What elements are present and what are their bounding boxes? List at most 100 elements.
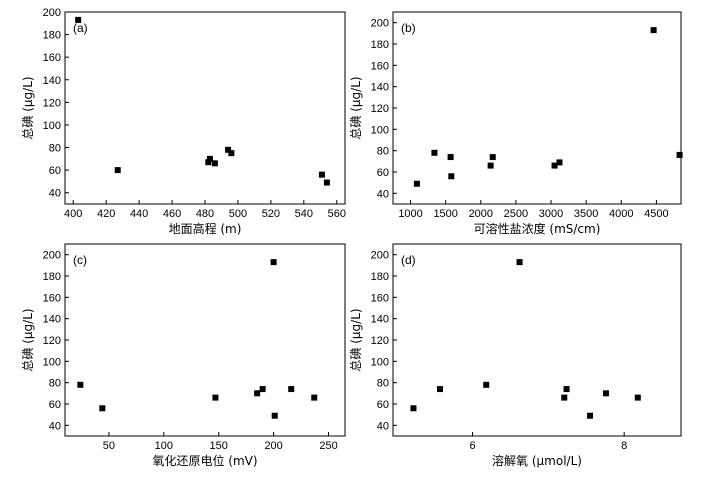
y-tick-label: 200 bbox=[43, 7, 61, 19]
x-tick-label: 400 bbox=[64, 208, 82, 220]
y-tick-label: 180 bbox=[43, 30, 61, 42]
data-point bbox=[99, 405, 106, 412]
x-tick-label: 4000 bbox=[609, 208, 633, 220]
data-point bbox=[212, 394, 219, 401]
y-tick-label: 200 bbox=[371, 18, 389, 30]
y-tick-label: 200 bbox=[43, 250, 61, 262]
data-point bbox=[483, 381, 490, 388]
y-tick-label: 40 bbox=[49, 188, 61, 200]
panel-label: (d) bbox=[401, 253, 416, 267]
y-axis-label: 总碘 (μg/L) bbox=[349, 308, 363, 371]
data-point bbox=[75, 16, 82, 23]
y-tick-label: 60 bbox=[377, 399, 389, 411]
plot-frame bbox=[392, 243, 682, 437]
data-point bbox=[447, 154, 454, 161]
data-point bbox=[410, 405, 417, 412]
y-tick-label: 60 bbox=[49, 399, 61, 411]
x-tick-label: 560 bbox=[328, 208, 346, 220]
y-tick-label: 200 bbox=[371, 250, 389, 262]
data-point bbox=[114, 167, 121, 174]
data-point bbox=[259, 386, 266, 393]
x-tick-label: 420 bbox=[97, 208, 115, 220]
data-point bbox=[556, 159, 563, 166]
data-point bbox=[205, 159, 212, 166]
plot-frame bbox=[64, 11, 346, 205]
y-tick-label: 160 bbox=[43, 52, 61, 64]
y-tick-label: 100 bbox=[371, 124, 389, 136]
data-point bbox=[489, 154, 496, 161]
x-tick-label: 4500 bbox=[644, 208, 668, 220]
x-tick-label: 1500 bbox=[433, 208, 457, 220]
data-point bbox=[228, 150, 235, 157]
x-tick-label: 460 bbox=[163, 208, 181, 220]
y-axis-label: 总碘 (μg/L) bbox=[21, 76, 35, 139]
x-tick-label: 50 bbox=[103, 440, 115, 452]
y-axis-label: 总碘 (μg/L) bbox=[21, 308, 35, 371]
data-point bbox=[413, 180, 420, 187]
y-tick-label: 40 bbox=[377, 188, 389, 200]
y-tick-label: 180 bbox=[43, 271, 61, 283]
y-tick-label: 120 bbox=[371, 335, 389, 347]
y-tick-label: 120 bbox=[43, 335, 61, 347]
data-point bbox=[587, 412, 594, 419]
x-tick-label: 1000 bbox=[398, 208, 422, 220]
data-point bbox=[563, 386, 570, 393]
data-point bbox=[206, 155, 213, 162]
y-tick-label: 140 bbox=[43, 75, 61, 87]
x-tick-label: 520 bbox=[262, 208, 280, 220]
y-tick-label: 180 bbox=[371, 39, 389, 51]
data-point bbox=[650, 27, 657, 34]
x-tick-label: 3500 bbox=[574, 208, 598, 220]
data-point bbox=[448, 173, 455, 180]
y-tick-label: 60 bbox=[49, 165, 61, 177]
x-tick-label: 540 bbox=[295, 208, 313, 220]
x-tick-label: 8 bbox=[621, 440, 627, 452]
data-point bbox=[254, 390, 261, 397]
y-tick-label: 80 bbox=[49, 143, 61, 155]
y-tick-label: 120 bbox=[43, 97, 61, 109]
y-tick-label: 140 bbox=[371, 82, 389, 94]
panel-label: (a) bbox=[73, 21, 88, 35]
data-point bbox=[436, 386, 443, 393]
x-tick-label: 3000 bbox=[539, 208, 563, 220]
panel-label: (b) bbox=[401, 21, 416, 35]
y-tick-label: 80 bbox=[377, 146, 389, 158]
data-point bbox=[676, 151, 683, 158]
y-axis-label: 总碘 (μg/L) bbox=[349, 76, 363, 139]
y-tick-label: 40 bbox=[49, 420, 61, 432]
data-point bbox=[551, 162, 558, 169]
scatter-panel: 400 420 440 460 480 500 520 540 560 40 60 80 100 120 1… bbox=[21, 7, 346, 236]
data-point bbox=[561, 394, 568, 401]
x-tick-label: 150 bbox=[210, 440, 228, 452]
y-tick-label: 140 bbox=[43, 314, 61, 326]
x-tick-label: 2000 bbox=[469, 208, 493, 220]
y-tick-label: 40 bbox=[377, 420, 389, 432]
x-axis-label: 地面高程 (m) bbox=[169, 221, 242, 236]
y-tick-label: 80 bbox=[377, 378, 389, 390]
y-tick-label: 100 bbox=[43, 356, 61, 368]
data-point bbox=[311, 394, 318, 401]
scatter-panel: 1000 1500 2000 2500 3000 3500 4000 4500 40 60 80 10… bbox=[349, 11, 683, 236]
scatter-panel: 6 8 40 60 80 100 120 140 160 180 200 (d) 溶解氧 (μmol/L… bbox=[349, 243, 682, 468]
data-point bbox=[270, 259, 277, 266]
y-tick-label: 140 bbox=[371, 314, 389, 326]
panel-label: (c) bbox=[73, 253, 87, 267]
plot-frame bbox=[392, 11, 682, 205]
x-axis-label: 氧化还原电位 (mV) bbox=[152, 453, 257, 468]
data-point bbox=[634, 394, 641, 401]
x-tick-label: 100 bbox=[155, 440, 173, 452]
y-tick-label: 160 bbox=[371, 60, 389, 72]
data-point bbox=[516, 259, 523, 266]
y-tick-label: 160 bbox=[371, 292, 389, 304]
data-point bbox=[318, 171, 325, 178]
x-tick-label: 200 bbox=[264, 440, 282, 452]
data-point bbox=[271, 412, 278, 419]
x-tick-label: 250 bbox=[319, 440, 337, 452]
x-tick-label: 440 bbox=[130, 208, 148, 220]
plot-frame bbox=[64, 243, 346, 437]
data-point bbox=[602, 390, 609, 397]
x-tick-label: 500 bbox=[229, 208, 247, 220]
x-tick-label: 480 bbox=[196, 208, 214, 220]
y-tick-label: 100 bbox=[371, 356, 389, 368]
